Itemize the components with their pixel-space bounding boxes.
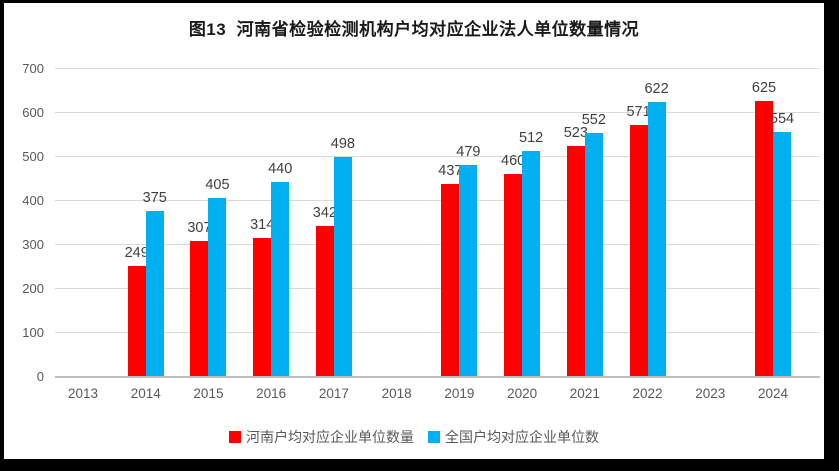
y-axis-tick-label-300: 300 — [22, 237, 44, 252]
bar-value-label-henan-2022: 571 — [626, 103, 651, 120]
bar-henan-2024 — [755, 101, 774, 376]
bar-value-label-national-2021: 552 — [581, 112, 606, 129]
bar-henan-2022 — [629, 124, 648, 376]
chart-title: 图13 河南省检验检测机构户均对应企业法人单位数量情况 — [188, 20, 640, 39]
bar-value-label-henan-2019: 437 — [438, 162, 463, 179]
y-axis-tick-label-500: 500 — [22, 149, 44, 164]
x-axis-label-2024: 2024 — [757, 386, 789, 401]
bar-value-label-national-2020: 512 — [519, 129, 544, 146]
x-axis-label-2016: 2016 — [256, 386, 287, 401]
bar-national-2024 — [773, 132, 792, 376]
x-axis-label-2019: 2019 — [444, 386, 475, 401]
y-axis-tick-label-0: 0 — [36, 369, 44, 384]
bar-value-label-national-2022: 622 — [644, 81, 669, 98]
chart-frame: 图13 河南省检验检测机构户均对应企业法人单位数量情况 0 100 200 300 40… — [4, 3, 824, 459]
bar-value-label-national-2014: 375 — [142, 190, 167, 206]
bar-henan-2014 — [127, 266, 146, 376]
bar-national-2015 — [208, 197, 227, 376]
x-axis-label-2021: 2021 — [569, 386, 600, 401]
bar-value-label-national-2019: 479 — [456, 144, 481, 161]
bar-value-label-henan-2017: 342 — [312, 204, 337, 221]
bar-value-label-henan-2020: 460 — [501, 152, 526, 169]
bar-henan-2021 — [566, 145, 585, 376]
bar-value-label-national-2015: 405 — [205, 176, 230, 193]
bar-national-2016 — [271, 182, 290, 376]
legend-item-henan: 河南户均对应企业单位数量 — [229, 427, 414, 447]
bar-henan-2015 — [190, 240, 209, 376]
gridline-700 — [55, 68, 820, 69]
y-axis-tick-label-100: 100 — [22, 325, 44, 340]
bar-national-2021 — [584, 133, 603, 376]
legend-item-national: 全国户均对应企业单位数 — [428, 427, 599, 447]
gridline-400 — [55, 200, 820, 201]
legend-swatch-henan — [229, 431, 241, 443]
x-axis-label-2022: 2022 — [632, 386, 663, 401]
bar-value-label-national-2017: 498 — [330, 135, 355, 152]
legend-label-national: 全国户均对应企业单位数 — [445, 429, 599, 445]
x-axis-label-2018: 2018 — [381, 386, 412, 401]
bar-henan-2016 — [253, 237, 272, 376]
gridline-500 — [55, 156, 820, 157]
bar-national-2017 — [333, 156, 352, 376]
bar-value-label-henan-2014: 249 — [124, 245, 149, 262]
gridline-200 — [55, 288, 820, 289]
bar-value-label-national-2016: 440 — [268, 161, 293, 178]
bar-value-label-henan-2015: 307 — [187, 219, 212, 236]
bar-national-2019 — [459, 165, 478, 376]
y-axis-tick-label-700: 700 — [22, 61, 44, 76]
legend-label-henan: 河南户均对应企业单位数量 — [246, 429, 414, 445]
x-axis-line — [55, 376, 820, 378]
bar-national-2014 — [145, 211, 164, 376]
x-axis-label-2020: 2020 — [507, 386, 538, 401]
bar-value-label-henan-2016: 314 — [250, 216, 275, 233]
y-axis-tick-label-200: 200 — [22, 281, 44, 296]
y-axis-tick-label-600: 600 — [22, 105, 44, 120]
bar-national-2020 — [522, 150, 541, 376]
bar-value-label-henan-2021: 523 — [563, 124, 588, 141]
x-axis-label-2014: 2014 — [130, 386, 161, 401]
x-axis-label-2015: 2015 — [193, 386, 224, 401]
gridline-300 — [55, 244, 820, 245]
bar-value-label-henan-2024: 625 — [751, 80, 777, 96]
legend: 河南户均对应企业单位数量 全国户均对应企业单位数 — [4, 427, 824, 447]
bar-value-label-national-2024: 554 — [769, 111, 795, 128]
x-axis-label-2013: 2013 — [67, 386, 99, 401]
bar-henan-2020 — [504, 173, 523, 376]
x-axis-label-2023: 2023 — [695, 386, 726, 401]
bar-national-2022 — [647, 102, 666, 376]
legend-swatch-national — [428, 431, 440, 443]
bar-henan-2017 — [315, 225, 334, 376]
gridline-600 — [55, 112, 820, 113]
gridline-100 — [55, 332, 820, 333]
bar-henan-2019 — [441, 183, 460, 376]
y-axis-tick-label-400: 400 — [22, 193, 44, 208]
x-axis-label-2017: 2017 — [318, 386, 349, 401]
